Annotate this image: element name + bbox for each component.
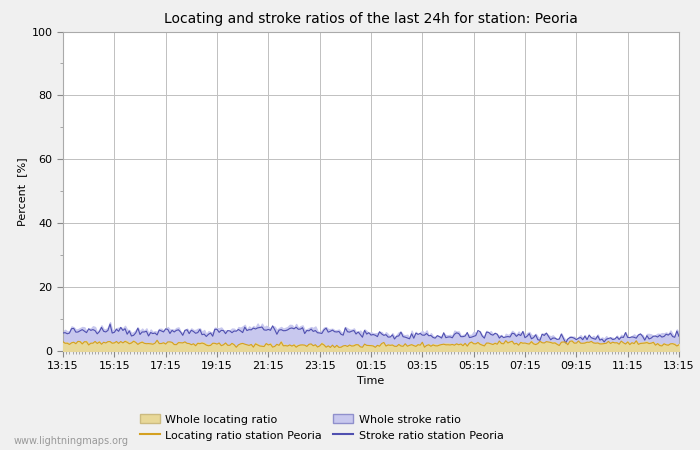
- Text: www.lightningmaps.org: www.lightningmaps.org: [14, 436, 129, 446]
- Legend: Whole locating ratio, Locating ratio station Peoria, Whole stroke ratio, Stroke : Whole locating ratio, Locating ratio sta…: [140, 414, 503, 441]
- Title: Locating and stroke ratios of the last 24h for station: Peoria: Locating and stroke ratios of the last 2…: [164, 12, 578, 26]
- Y-axis label: Percent  [%]: Percent [%]: [18, 157, 27, 225]
- X-axis label: Time: Time: [358, 376, 384, 386]
